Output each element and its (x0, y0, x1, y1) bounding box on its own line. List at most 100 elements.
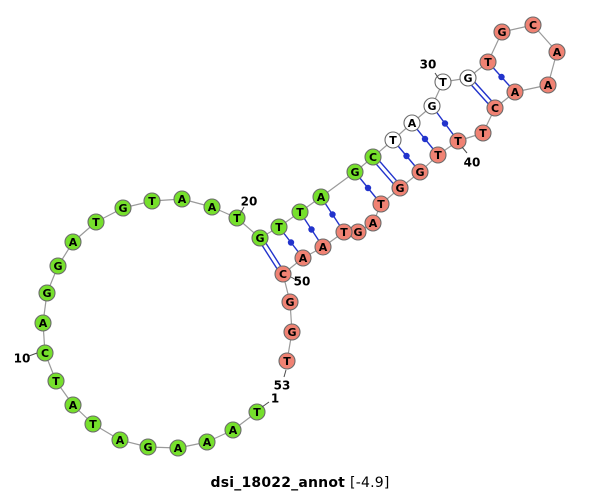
nucleotide-base-letter-20: T (233, 212, 241, 225)
nucleotide-53-T (278, 352, 296, 370)
nucleotide-36-A (539, 76, 557, 94)
nucleotide-base-letter-3: A (203, 436, 212, 449)
nucleotide-24-A (312, 188, 330, 206)
nucleotide-base-letter-42: G (415, 166, 424, 179)
nucleotide-45-A (364, 214, 382, 232)
position-tick-53 (283, 369, 287, 378)
position-label-1: 1 (271, 391, 279, 405)
nucleotide-base-letter-48: A (319, 241, 328, 254)
pair-dot-25-44 (364, 184, 372, 192)
nucleotide-base-letter-13: G (53, 260, 62, 273)
nucleotide-base-letter-24: A (317, 191, 326, 204)
nucleotide-base-letter-18: A (178, 193, 187, 206)
nucleotide-base-letter-29: G (427, 100, 436, 113)
position-label-10: 10 (14, 351, 31, 365)
nucleotide-base-letter-43: G (395, 182, 404, 195)
nucleotide-25-G (346, 163, 364, 181)
pair-dot-23-48 (308, 226, 315, 233)
nucleotide-4-A (169, 439, 187, 457)
nucleotide-28-A (403, 114, 421, 132)
nucleotide-base-letter-36: A (544, 79, 553, 92)
nucleotide-base-letter-37: A (511, 86, 520, 99)
nucleotide-48-A (314, 238, 332, 256)
position-label-20: 20 (241, 194, 258, 208)
position-label-30: 30 (420, 57, 437, 71)
nucleotide-base-letter-26: C (369, 151, 377, 164)
nucleotide-base-letter-1: T (253, 406, 261, 419)
nucleotide-39-T (474, 124, 492, 142)
nucleotide-26-C (364, 148, 382, 166)
nucleotide-base-letter-50: C (279, 268, 287, 281)
nucleotide-base-letter-8: A (69, 399, 78, 412)
nucleotide-12-G (38, 284, 56, 302)
nucleotide-base-letter-23: T (296, 206, 304, 219)
nucleotide-11-A (34, 314, 52, 332)
nucleotide-41-T (429, 146, 447, 164)
nucleotide-base-letter-38: C (491, 102, 499, 115)
nucleotide-base-letter-45: A (369, 217, 378, 230)
nucleotide-base-letter-2: A (229, 424, 238, 437)
nucleotide-base-letter-12: G (42, 287, 51, 300)
nucleotide-49-A (294, 249, 312, 267)
pair-dot-27-42 (403, 152, 410, 160)
nucleotide-8-A (64, 396, 82, 414)
nucleotide-base-letter-28: A (408, 117, 417, 130)
nucleotide-base-letter-41: T (434, 149, 442, 162)
nucleotide-base-letter-51: G (285, 296, 294, 309)
nucleotide-29-G (423, 97, 441, 115)
nucleotide-base-letter-5: G (143, 441, 152, 454)
nucleotide-3-A (198, 433, 216, 451)
nucleotide-base-letter-34: C (529, 19, 537, 32)
nucleotide-52-G (283, 323, 301, 341)
nucleotide-base-letter-47: T (340, 226, 348, 239)
nucleotide-20-T (228, 209, 246, 227)
nucleotide-base-letter-19: A (208, 201, 217, 214)
nucleotide-38-C (486, 99, 504, 117)
nucleotide-51-G (281, 293, 299, 311)
nucleotide-37-A (506, 83, 524, 101)
nucleotide-5-G (139, 438, 157, 456)
nucleotide-base-letter-17: T (148, 195, 156, 208)
pair-dot-24-47 (329, 211, 336, 218)
nucleotide-6-A (111, 431, 129, 449)
free-energy-value: [-4.9] (350, 475, 390, 491)
position-label-40: 40 (464, 155, 481, 169)
nucleotide-43-G (391, 179, 409, 197)
nucleotide-7-T (84, 415, 102, 433)
nucleotide-31-G (459, 69, 477, 87)
nucleotide-base-letter-40: T (454, 135, 462, 148)
position-tick-50 (290, 276, 297, 281)
nucleotide-17-T (143, 192, 161, 210)
structure-name: dsi_18022_annot (210, 475, 346, 491)
position-tick-40 (461, 146, 468, 154)
nucleotide-base-letter-9: T (52, 375, 60, 388)
nucleotide-base-letter-22: T (275, 221, 283, 234)
nucleotide-40-T (449, 132, 467, 150)
nucleotide-13-G (49, 257, 67, 275)
nucleotide-19-A (203, 198, 221, 216)
nucleotide-44-T (372, 195, 390, 213)
nucleotide-15-T (87, 213, 105, 231)
nucleotide-42-G (411, 163, 429, 181)
nucleotide-base-letter-6: A (116, 434, 125, 447)
nucleotide-base-letter-7: T (89, 418, 97, 431)
nucleotide-base-letter-53: T (283, 355, 291, 368)
position-tick-30 (434, 72, 440, 80)
diagram-title: dsi_18022_annot [-4.9] (0, 475, 600, 491)
nucleotide-33-G (493, 23, 511, 41)
nucleotide-base-letter-14: A (69, 236, 78, 249)
pair-dot-22-49 (287, 239, 295, 246)
nucleotide-base-letter-49: A (299, 252, 308, 265)
nucleotide-32-T (479, 53, 497, 71)
nucleotide-base-letter-15: T (92, 216, 100, 229)
nucleotide-9-T (47, 372, 65, 390)
nucleotide-23-T (291, 203, 309, 221)
nucleotide-2-A (224, 421, 242, 439)
nucleotide-base-letter-21: G (255, 232, 264, 245)
nucleotide-34-C (524, 16, 542, 34)
nucleotide-base-letter-44: T (377, 198, 385, 211)
nucleotide-base-letter-10: C (41, 347, 49, 360)
nucleotide-22-T (270, 218, 288, 236)
nucleotide-14-A (64, 233, 82, 251)
position-label-50: 50 (294, 274, 311, 288)
